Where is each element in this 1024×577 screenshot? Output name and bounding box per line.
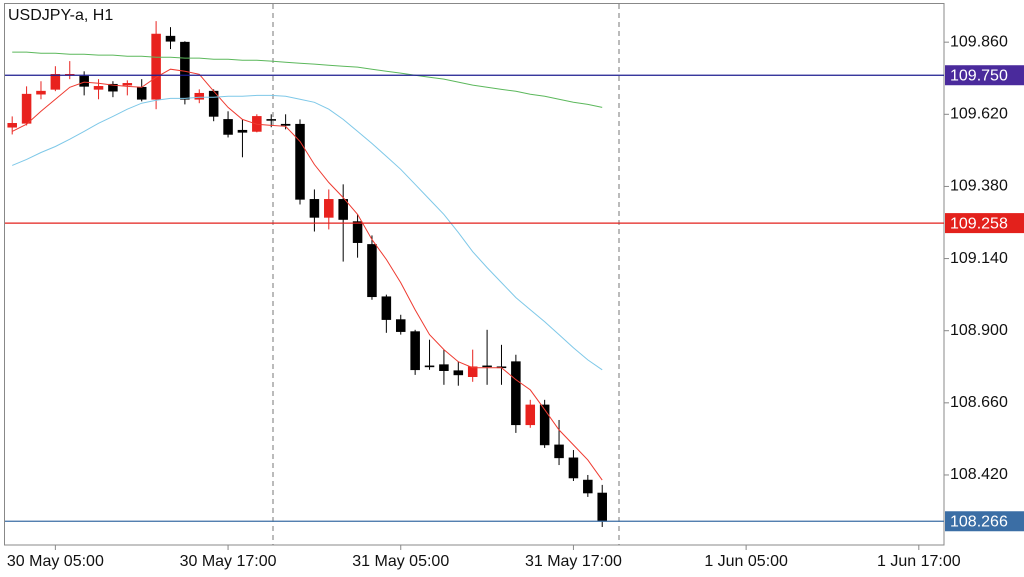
candle-body [36,90,46,95]
candle-body [338,199,348,220]
candle-body [395,319,406,332]
y-tick-label: 109.380 [950,178,1008,195]
candle-body [309,199,320,218]
candle-body [439,364,449,371]
candle-body [511,361,521,426]
candle-body [597,492,607,522]
candle-body [280,123,291,126]
y-tick-label: 109.860 [950,33,1008,50]
candle-body [352,221,363,243]
moving-average [12,94,603,371]
candle-body [151,33,161,100]
candle-body [50,74,61,90]
candle-body [410,331,420,371]
candle-body [453,370,464,376]
candle-body [136,86,147,100]
price-level-label: 109.750 [950,67,1008,84]
candle-body [381,296,392,320]
candle-body [568,457,579,479]
candle-body [194,92,205,100]
y-tick-label: 109.140 [950,250,1008,267]
candle-body [93,86,104,90]
price-level-label: 109.258 [950,215,1008,232]
candle-body [525,404,536,426]
x-tick-label: 31 May 17:00 [525,553,622,570]
y-tick-label: 108.660 [950,394,1008,411]
candle-body [108,83,118,92]
x-tick-label: 30 May 17:00 [180,553,277,570]
candle-body [424,365,435,368]
candle-body [122,83,133,86]
candle-body [324,199,334,218]
candle-body [539,404,550,446]
price-level-label: 108.266 [950,513,1008,530]
price-level-tag [945,213,1024,234]
candle-body [482,365,492,368]
candle-body [295,123,305,200]
candle-body [266,119,276,121]
moving-average [12,51,603,108]
candle-body [583,479,593,494]
y-tick-label: 108.420 [950,466,1008,483]
candle-body [367,244,377,298]
moving-average [11,68,603,481]
candle-body [165,35,176,42]
candle-body [237,129,248,133]
candle-body [21,93,32,124]
chart-title: USDJPY-a, H1 [8,7,113,24]
candle-body [554,444,564,459]
x-tick-label: 1 Jun 17:00 [877,553,961,570]
candle-body [467,366,478,377]
y-tick-label: 108.900 [950,322,1008,339]
candle-body [79,75,89,87]
candle-body [223,119,233,135]
plot-frame [4,3,945,546]
y-tick-label: 109.620 [950,106,1008,123]
price-level-tag [945,511,1024,532]
price-level-tag [945,65,1024,86]
x-tick-label: 31 May 05:00 [352,553,449,570]
candle-body [7,123,17,128]
x-tick-label: 1 Jun 05:00 [704,553,788,570]
x-tick-label: 30 May 05:00 [7,553,104,570]
